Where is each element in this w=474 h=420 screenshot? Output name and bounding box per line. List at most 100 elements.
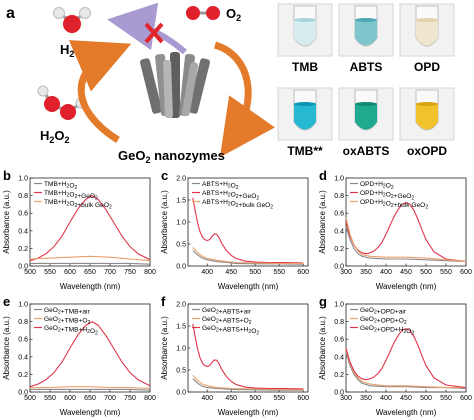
- series-line-2: [192, 197, 304, 264]
- y-tick-label: 0.0: [334, 390, 344, 397]
- y-tick-label: 0.4: [18, 228, 28, 235]
- series-line-1: [345, 226, 467, 263]
- y-tick-label: 0.4: [18, 354, 28, 361]
- x-tick-label: 500: [420, 269, 432, 276]
- x-tick-label: 550: [44, 269, 56, 276]
- y-tick-label: 0.5: [176, 368, 186, 375]
- y-axis-label: Absorbance (a.u.): [160, 316, 169, 380]
- x-tick-label: 600: [460, 395, 472, 402]
- series-line-2: [30, 386, 151, 390]
- panel-label-b: b: [3, 168, 11, 183]
- vial-opd: OPD: [399, 3, 455, 74]
- series-line-3: [29, 255, 151, 262]
- y-tick-label: 2.0: [176, 176, 186, 183]
- x-tick-label: 550: [440, 395, 452, 402]
- vial-abts: ABTS: [338, 3, 394, 74]
- vial-label: TMB: [292, 60, 318, 74]
- oxygen-molecule-icon: [186, 6, 220, 20]
- chart-d-opd: d 300 350 400 450 500 550 600 0.0 0.2 0.4 0.6 0.8 1.0…: [318, 168, 472, 291]
- y-tick-label: 1.5: [176, 198, 186, 205]
- nanozyme-label: GeO2 nanozymes: [118, 148, 225, 165]
- y-tick-label: 0.6: [18, 337, 28, 344]
- vial-tmb: TMB**: [277, 87, 333, 158]
- y-tick-label: 0.4: [334, 228, 344, 235]
- y-tick-label: 1.5: [176, 324, 186, 331]
- vial-grid: TMB ABTS OPD TMB** oxABTS oxOPD: [277, 3, 455, 158]
- y-tick-label: 0.2: [18, 372, 28, 379]
- x-tick-label: 650: [84, 395, 96, 402]
- x-tick-label: 600: [460, 269, 472, 276]
- legend-entry: OPD+H2O2+bulk GeO2: [360, 199, 428, 211]
- series-line-1: [345, 352, 467, 390]
- chart-e-tmb-conditions: e 500 550 600 650 700 750 800 0.0 0.2 0.4 0.6 0.8 1.0…: [2, 294, 156, 417]
- y-tick-label: 0.2: [18, 246, 28, 253]
- x-tick-label: 450: [400, 269, 412, 276]
- y-axis-label: Absorbance (a.u.): [318, 316, 327, 380]
- x-tick-label: 450: [225, 395, 237, 402]
- vial-label: OPD: [414, 60, 440, 74]
- x-tick-label: 400: [201, 395, 213, 402]
- x-tick-label: 500: [420, 395, 432, 402]
- oxygen-label: O2: [226, 6, 241, 23]
- blocked-cross-icon: [144, 22, 164, 44]
- y-tick-label: 0.0: [18, 264, 28, 271]
- legend-entry: ABTS+H2O2+bulk GeO2: [202, 199, 273, 211]
- y-tick-label: 0.0: [334, 264, 344, 271]
- x-tick-label: 600: [297, 269, 309, 276]
- chart-c-abts: c 400 450 500 550 600 0.0 0.5 1.0 1.5 2.0 Wavelengt…: [160, 168, 309, 291]
- panel-label-g: g: [319, 294, 327, 309]
- series-line-3: [345, 217, 467, 263]
- arrow-to-substrates: [213, 41, 276, 158]
- y-axis-label: Absorbance (a.u.): [2, 190, 11, 254]
- x-tick-label: 650: [84, 269, 96, 276]
- y-tick-label: 0.5: [176, 242, 186, 249]
- legend-entry: ABTS+H2O2+GeO2: [202, 190, 259, 202]
- vial-label: ABTS: [350, 60, 383, 74]
- nanotube-bundle-icon: [140, 52, 210, 119]
- panel-label-e: e: [3, 294, 10, 309]
- chart-g-opd-conditions: g 300 350 400 450 500 550 600 0.0 0.2 0.4 0.6 0.8 1.0…: [318, 294, 472, 417]
- y-tick-label: 2.0: [176, 302, 186, 309]
- y-axis-label: Absorbance (a.u.): [160, 190, 169, 254]
- legend-entry: GeO2+TMB+air: [44, 307, 90, 316]
- y-tick-label: 1.0: [334, 302, 344, 309]
- legend-entry: ABTS+H2O2: [202, 181, 239, 191]
- series-line-1: [192, 250, 304, 265]
- y-tick-label: 0.8: [334, 319, 344, 326]
- x-axis-label: Wavelength (nm): [218, 282, 279, 291]
- legend-entry: GeO2+TMB+O2: [44, 316, 90, 326]
- x-tick-label: 600: [64, 395, 76, 402]
- y-tick-label: 0.6: [18, 211, 28, 218]
- y-tick-label: 0.2: [334, 372, 344, 379]
- legend-entry: OPD+H2O2: [360, 181, 394, 191]
- legend-entry: GeO2+OPD+H2O2: [360, 325, 414, 337]
- series-line-2: [192, 374, 304, 391]
- legend-entry: GeO2+OPD+air: [360, 307, 407, 316]
- legend-entry: TMB+H2O2+bulk GeO2: [44, 199, 112, 211]
- vial-oxopd: oxOPD: [399, 87, 455, 158]
- water-molecule-icon: [53, 7, 91, 33]
- vial-label: TMB**: [287, 144, 323, 158]
- legend-entry: TMB+H2O2+GeO2: [44, 190, 98, 202]
- y-tick-label: 1.0: [334, 176, 344, 183]
- series-line-3: [192, 323, 304, 390]
- y-tick-label: 0.2: [334, 246, 344, 253]
- x-axis-label: Wavelength (nm): [60, 408, 121, 417]
- panel-label-d: d: [319, 168, 327, 183]
- y-axis-label: Absorbance (a.u.): [2, 316, 11, 380]
- x-tick-label: 300: [340, 269, 352, 276]
- series-line-3: [345, 328, 467, 389]
- y-tick-label: 0.4: [334, 354, 344, 361]
- series-line-3: [192, 247, 304, 264]
- x-tick-label: 400: [380, 395, 392, 402]
- x-axis-label: Wavelength (nm): [376, 408, 437, 417]
- y-tick-label: 0.0: [18, 390, 28, 397]
- panel-label-a: a: [6, 5, 15, 22]
- legend-entry: GeO2+ABTS+O2: [202, 316, 252, 326]
- x-tick-label: 800: [144, 269, 156, 276]
- x-tick-label: 500: [249, 395, 261, 402]
- chart-f-abts-conditions: f 400 450 500 550 600 0.0 0.5 1.0 1.5 2.0 Wavelengt…: [160, 294, 309, 417]
- water-label: H2O: [60, 42, 85, 59]
- y-tick-label: 1.0: [18, 176, 28, 183]
- y-tick-label: 1.0: [18, 302, 28, 309]
